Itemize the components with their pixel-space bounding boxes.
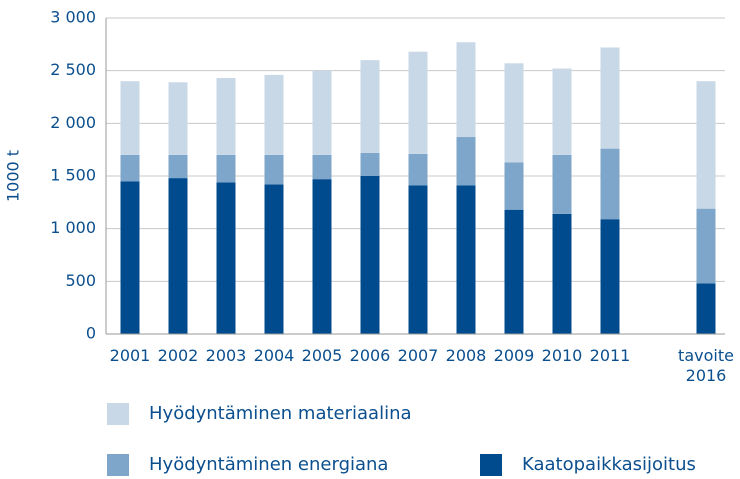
bar-segment xyxy=(504,209,524,334)
bar-segment xyxy=(312,179,332,334)
bar-segment xyxy=(408,51,428,154)
x-tick-label: 2011 xyxy=(589,346,631,365)
legend-label: Hyödyntäminen energiana xyxy=(149,454,388,475)
bar-segment xyxy=(360,176,380,334)
x-tick-label: 2003 xyxy=(205,346,247,365)
legend-swatch xyxy=(107,454,129,476)
bar-segment xyxy=(552,213,572,334)
x-tick-label: 2001 xyxy=(109,346,151,365)
bar-segment xyxy=(264,74,284,155)
bar-segment xyxy=(456,137,476,186)
bar-segment xyxy=(408,185,428,334)
bar-segment xyxy=(504,162,524,210)
x-tick-label: 2010 xyxy=(541,346,583,365)
bar-segment xyxy=(168,154,188,179)
bar-segment xyxy=(120,181,140,334)
bar-segment xyxy=(408,153,428,186)
y-tick-label: 1 000 xyxy=(50,218,96,237)
bar-segment xyxy=(216,182,236,334)
bar-segment xyxy=(360,60,380,153)
x-tick-label: tavoite 2016 xyxy=(678,346,734,385)
y-tick-label: 3 000 xyxy=(50,8,96,27)
bar-segment xyxy=(216,154,236,183)
legend-label: Hyödyntäminen materiaalina xyxy=(149,403,412,424)
x-tick-label: 2005 xyxy=(301,346,343,365)
bar-segment xyxy=(360,152,380,176)
y-tick-label: 1 500 xyxy=(50,166,96,185)
bar-segment xyxy=(456,42,476,138)
bar-segment xyxy=(264,154,284,185)
y-tick-label: 500 xyxy=(65,271,96,290)
bar-segment xyxy=(696,208,716,284)
y-tick-label: 2 500 xyxy=(50,60,96,79)
bar-segment xyxy=(168,82,188,155)
bar-segment xyxy=(696,81,716,209)
x-tick-label: 2002 xyxy=(157,346,199,365)
x-tick-label: 2004 xyxy=(253,346,295,365)
bar-segment xyxy=(120,81,140,155)
bar-segment xyxy=(600,47,620,149)
y-tick-label: 0 xyxy=(86,324,96,343)
bar-segment xyxy=(312,154,332,180)
legend-swatch xyxy=(480,454,502,476)
bar-segment xyxy=(600,148,620,220)
x-tick-label: 2008 xyxy=(445,346,487,365)
x-tick-label: 2006 xyxy=(349,346,391,365)
bar-segment xyxy=(504,63,524,163)
x-tick-label: 2007 xyxy=(397,346,439,365)
bar-segment xyxy=(456,185,476,334)
legend-swatch xyxy=(107,403,129,425)
bar-segment xyxy=(696,283,716,334)
bar-segment xyxy=(552,68,572,155)
legend-label: Kaatopaikkasijoitus xyxy=(522,454,696,475)
bar-segment xyxy=(120,154,140,182)
bar-segment xyxy=(168,178,188,334)
bar-segment xyxy=(312,70,332,155)
y-tick-label: 2 000 xyxy=(50,113,96,132)
bar-segment xyxy=(552,154,572,214)
x-tick-label: 2009 xyxy=(493,346,535,365)
y-axis-label: 1000 t xyxy=(4,150,23,202)
bar-segment xyxy=(216,78,236,155)
bar-segment xyxy=(600,219,620,334)
bar-segment xyxy=(264,184,284,334)
